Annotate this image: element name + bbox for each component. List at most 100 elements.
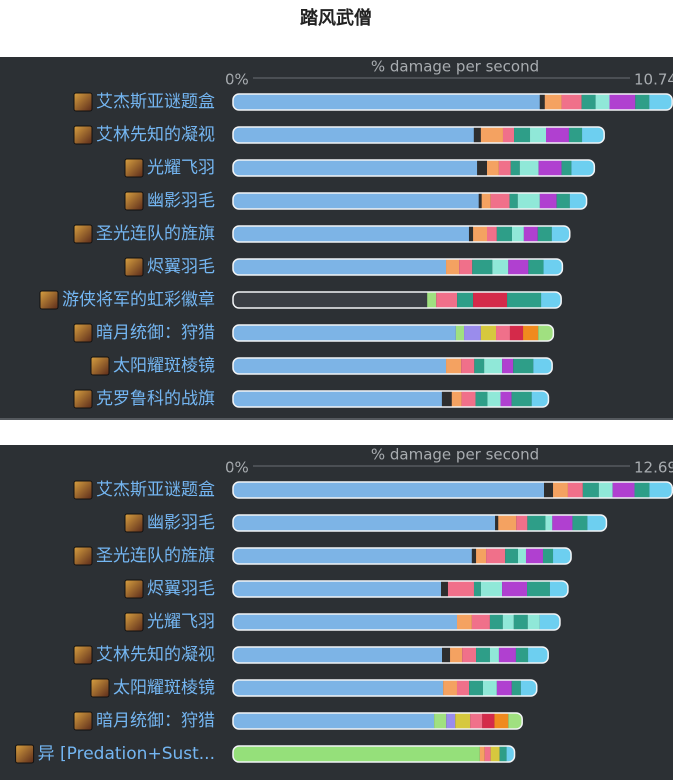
item-icon: [124, 191, 144, 211]
category-label: 烬翼羽毛: [147, 257, 215, 277]
bar-segment: [233, 713, 435, 729]
bar-segment: [477, 160, 488, 176]
bar-segment: [233, 515, 496, 531]
bar-segment: [471, 548, 477, 564]
bar-group: [233, 614, 560, 630]
bar-segment: [581, 94, 596, 110]
bar-segment: [542, 548, 554, 564]
item-icon: [90, 356, 110, 376]
bar-segment: [499, 746, 507, 762]
x-tick-label: 12.69: [634, 459, 673, 477]
bar-segment: [539, 614, 560, 630]
item-icon: [73, 546, 93, 566]
bar-segment: [502, 581, 528, 597]
bar-segment: [528, 259, 544, 275]
bar-segment: [541, 292, 562, 308]
bar-segment: [455, 713, 471, 729]
bar-segment: [500, 391, 512, 407]
bar-group: [233, 94, 673, 110]
bar-segment: [567, 482, 583, 498]
bar-group: [233, 325, 554, 341]
bar-segment: [612, 482, 635, 498]
bar-segment: [545, 127, 569, 143]
bar-segment: [482, 713, 495, 729]
bar-segment: [476, 647, 490, 663]
item-icon: [73, 92, 93, 112]
bar-segment: [509, 193, 518, 209]
x-tick-label: 0%: [225, 71, 249, 89]
bar-segment: [635, 94, 650, 110]
bar-segment: [233, 391, 442, 407]
bar-segment: [233, 548, 472, 564]
category-label: 暗月统御：狩猎: [96, 323, 215, 343]
bar-segment: [527, 515, 546, 531]
bar-segment: [456, 614, 472, 630]
bar-group: [233, 581, 568, 597]
bar-group: [233, 292, 562, 308]
bar-outline: [232, 580, 569, 598]
bar-outline: [232, 258, 564, 276]
bar-segment: [233, 160, 478, 176]
bar-outline: [232, 712, 523, 730]
bar-segment: [498, 160, 511, 176]
bar-outline: [232, 357, 553, 375]
bar-segment: [481, 193, 491, 209]
category-label: 烬翼羽毛: [147, 579, 215, 599]
bar-segment: [507, 292, 542, 308]
item-icon: [39, 290, 59, 310]
bar-segment: [233, 292, 428, 308]
bar-group: [233, 482, 673, 498]
bar-segment: [484, 358, 503, 374]
bar-segment: [513, 358, 534, 374]
bar-segment: [476, 548, 487, 564]
bar-segment: [533, 358, 553, 374]
bar-segment: [527, 614, 540, 630]
item-icon: [124, 612, 144, 632]
bar-segment: [473, 581, 481, 597]
bar-segment: [441, 581, 448, 597]
bar-segment: [569, 193, 587, 209]
bar-segment: [233, 226, 469, 242]
x-tick-label: 10.74: [634, 71, 673, 89]
bar-group: [233, 259, 563, 275]
bar-segment: [233, 581, 442, 597]
bar-segment: [457, 292, 474, 308]
bar-segment: [475, 391, 488, 407]
bar-outline: [232, 225, 571, 243]
bar-segment: [233, 193, 479, 209]
bar-segment: [553, 548, 572, 564]
bar-group: [233, 391, 549, 407]
bar-segment: [561, 94, 582, 110]
bar-segment: [479, 746, 485, 762]
bar-segment: [233, 358, 447, 374]
bar-segment: [459, 259, 473, 275]
category-label: 艾林先知的凝视: [96, 125, 215, 145]
item-icon: [73, 125, 93, 145]
bar-segment: [442, 647, 451, 663]
item-icon: [124, 579, 144, 599]
category-label: 艾杰斯亚谜题盒: [96, 480, 215, 500]
bar-outline: [232, 324, 555, 342]
bar-segment: [556, 193, 570, 209]
bar-outline: [232, 547, 572, 565]
bar-segment: [461, 358, 475, 374]
bar-segment: [482, 680, 497, 696]
bar-group: [233, 127, 605, 143]
bar-outline: [232, 159, 596, 177]
category-label: 太阳耀斑棱镜: [113, 356, 215, 376]
bar-group: [233, 548, 572, 564]
bar-segment: [492, 259, 509, 275]
bar-segment: [427, 292, 437, 308]
item-icon: [15, 744, 35, 764]
bar-outline: [232, 291, 562, 309]
bar-segment: [233, 746, 480, 762]
category-label: 游侠将军的虹彩徽章: [62, 290, 215, 310]
bar-group: [233, 746, 515, 762]
bar-outline: [232, 646, 549, 664]
bar-outline: [232, 745, 516, 763]
category-label: 幽影羽毛: [147, 513, 215, 533]
bar-segment: [490, 193, 510, 209]
bar-segment: [498, 515, 517, 531]
bar-segment: [537, 226, 552, 242]
